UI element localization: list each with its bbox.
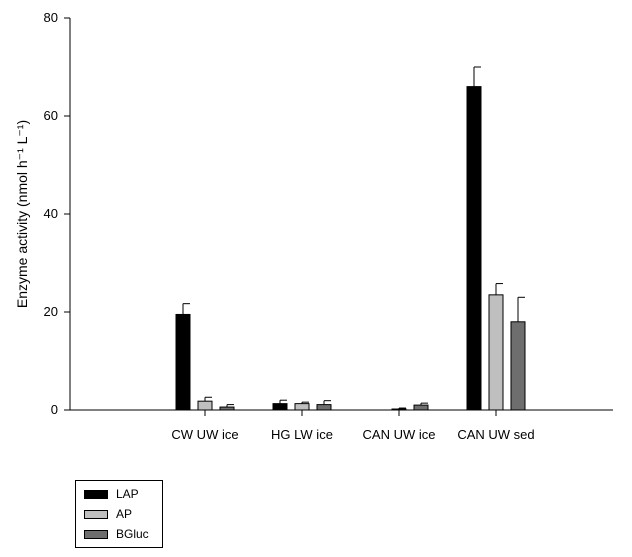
y-axis-title-unit: (nmol h⁻¹ L⁻¹) (14, 120, 30, 207)
bar-lap (466, 86, 482, 411)
y-axis-title: Enzyme activity (nmol h⁻¹ L⁻¹) (14, 120, 30, 308)
x-tick-label: CAN UW ice (363, 427, 436, 442)
bar-bgluc (413, 404, 429, 411)
bar-bgluc (316, 404, 332, 411)
bar-ap (197, 400, 213, 411)
bar-lap (272, 403, 288, 411)
x-tick-label: CAN UW sed (457, 427, 534, 442)
legend-label: BGluc (116, 527, 149, 541)
bar-ap (391, 408, 407, 411)
legend: LAP AP BGluc (75, 480, 163, 548)
legend-item-bgluc: BGluc (84, 527, 149, 541)
x-ticks: CW UW ice HG LW ice CAN UW ice CAN UW sed (171, 410, 535, 442)
y-tick-label: 40 (44, 206, 58, 221)
bar-bgluc (510, 321, 526, 411)
x-tick-label: HG LW ice (271, 427, 333, 442)
bars (175, 86, 526, 411)
y-tick-label: 0 (51, 402, 58, 417)
error-bars (182, 66, 525, 410)
y-axis-title-text: Enzyme activity (14, 211, 30, 308)
legend-label: LAP (116, 487, 139, 501)
bar-bgluc (219, 406, 235, 411)
axes (69, 18, 613, 411)
bar-ap (488, 294, 504, 411)
y-tick-label: 20 (44, 304, 58, 319)
y-tick-label: 60 (44, 108, 58, 123)
y-tick-label: 80 (44, 10, 58, 25)
legend-item-lap: LAP (84, 487, 139, 501)
x-tick-label: CW UW ice (171, 427, 238, 442)
bar-ap (294, 403, 310, 411)
legend-label: AP (116, 507, 133, 521)
bar-lap (175, 313, 191, 411)
legend-swatch (84, 489, 108, 499)
legend-item-ap: AP (84, 507, 132, 521)
legend-swatch (84, 509, 108, 519)
y-ticks: 0 20 40 60 80 (44, 10, 70, 417)
legend-swatch (84, 529, 108, 539)
